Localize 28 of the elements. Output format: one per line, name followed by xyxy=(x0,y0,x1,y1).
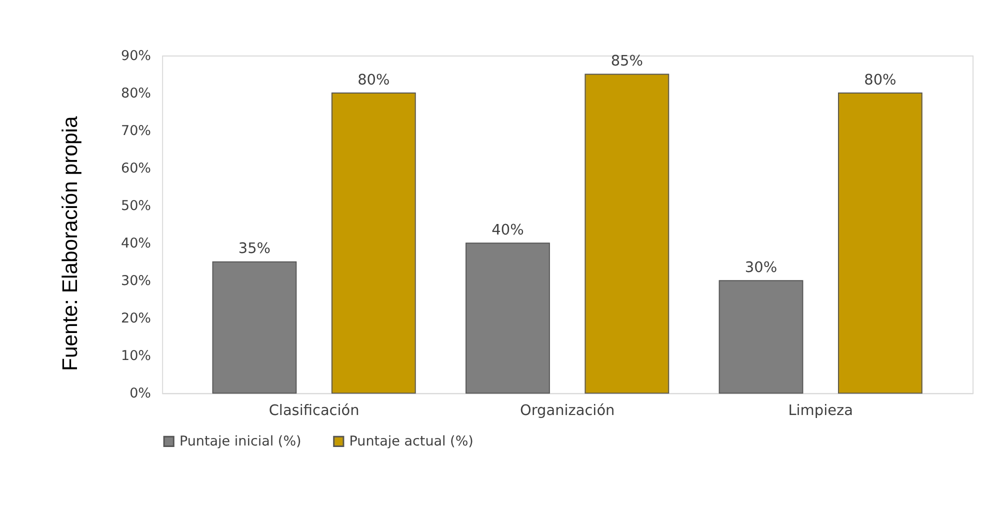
bar xyxy=(331,92,416,394)
x-tick-label: Clasificación xyxy=(268,402,360,419)
y-tick-label: 10% xyxy=(120,348,152,364)
data-label: 80% xyxy=(864,72,896,88)
source-note: Fuente: Elaboración propia xyxy=(59,116,82,372)
x-tick-label: Organización xyxy=(520,402,615,419)
y-tick-label: 90% xyxy=(120,48,152,64)
data-label: 35% xyxy=(238,241,271,258)
y-tick-label: 30% xyxy=(120,272,152,289)
bar xyxy=(466,242,550,394)
data-label: 30% xyxy=(744,260,778,276)
y-tick-label: 60% xyxy=(120,160,152,176)
y-tick-label: 50% xyxy=(120,198,152,214)
data-label: 85% xyxy=(610,54,644,70)
bar xyxy=(212,261,297,394)
bar xyxy=(584,74,670,394)
y-tick-label: 80% xyxy=(120,85,152,102)
data-label: 40% xyxy=(492,222,524,238)
y-tick-label: 40% xyxy=(120,235,152,252)
bar xyxy=(718,280,804,394)
y-tick-label: 70% xyxy=(120,122,152,139)
x-tick-label: Limpieza xyxy=(788,402,853,419)
y-tick-label: 0% xyxy=(130,386,152,402)
data-label: 80% xyxy=(358,72,390,88)
bar xyxy=(838,92,922,394)
y-tick-label: 20% xyxy=(120,310,152,326)
legend-label: Puntaje actual (%) xyxy=(349,433,474,450)
legend-label: Puntaje inicial (%) xyxy=(179,433,302,450)
